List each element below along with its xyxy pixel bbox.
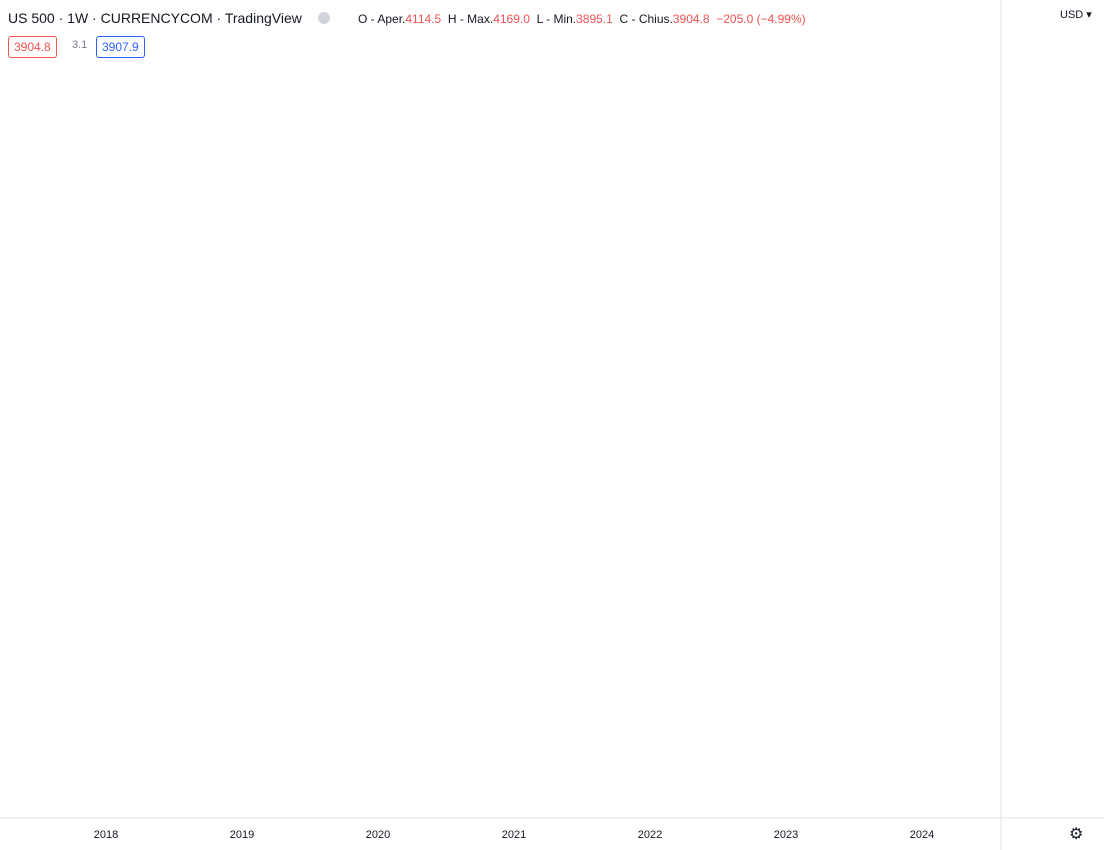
- market-status-icon[interactable]: [317, 12, 330, 24]
- x-tick-label: 2022: [638, 829, 662, 841]
- buy-price-button[interactable]: 3907.9: [96, 36, 145, 58]
- x-tick-label: 2021: [502, 829, 526, 841]
- x-tick-label: 2024: [910, 829, 934, 841]
- open-value: 4114.5: [405, 12, 442, 26]
- open-label: O - Aper.: [358, 12, 406, 26]
- low-label: L - Min.: [536, 12, 577, 26]
- exchange-label: CURRENCYCOM: [100, 10, 213, 26]
- gear-icon[interactable]: ⚙: [1069, 826, 1084, 843]
- low-value: 3895.1: [576, 12, 613, 26]
- x-tick-label: 2019: [230, 829, 254, 841]
- x-tick-label: 2020: [366, 829, 390, 841]
- sell-price-button[interactable]: 3904.8: [8, 36, 57, 58]
- close-value: 3904.8: [672, 12, 710, 26]
- change-value: −205.0 (−4.99%): [716, 12, 806, 26]
- currency-selector[interactable]: USD ▾: [1060, 9, 1092, 21]
- ohlc-legend: O - Aper.4114.5 H - Max.4169.0 L - Min.3…: [358, 12, 806, 26]
- high-label: H - Max.: [447, 12, 494, 26]
- chart-title: US 500 · 1W · CURRENCYCOM · TradingView: [8, 10, 338, 26]
- close-label: C - Chius.: [619, 12, 673, 26]
- platform-label: TradingView: [224, 10, 302, 26]
- x-tick-label: 2018: [94, 829, 118, 841]
- interval-label[interactable]: 1W: [67, 10, 89, 26]
- spread-value: 3.1: [72, 39, 88, 51]
- symbol-label[interactable]: US 500: [8, 10, 55, 26]
- x-tick-label: 2023: [774, 829, 798, 841]
- high-value: 4169.0: [493, 12, 530, 26]
